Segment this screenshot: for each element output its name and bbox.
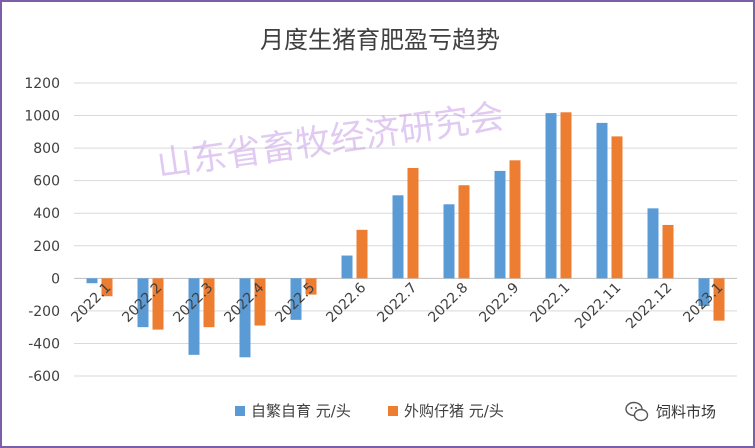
legend: 自繁自育 元/头 外购仔猪 元/头 <box>235 402 504 420</box>
bar-series-1-2022.1 <box>545 113 557 279</box>
x-tick-label: 2022.8 <box>425 280 471 326</box>
x-tick-label: 2022.1 <box>527 280 573 326</box>
y-tick-labels: -600 -400 -200 0 200 400 600 800 1000 1200 <box>24 76 60 385</box>
watermark: 山东省畜牧经济研究会 <box>154 97 506 185</box>
bar-series-2-2022.12 <box>662 224 674 279</box>
gridlines <box>74 82 737 377</box>
bar-series-2-2022.9 <box>509 160 521 279</box>
x-tick-label: 2022.11 <box>572 280 624 332</box>
y-tick-label: 1000 <box>24 109 60 125</box>
bar-series-1-2022.2 <box>137 278 149 328</box>
legend-label-series-2: 外购仔猪 元/头 <box>404 402 504 420</box>
bar-series-1-2022.1 <box>86 278 98 284</box>
x-tick-label: 2022.7 <box>374 280 420 326</box>
bar-series-2-2022.6 <box>356 229 368 279</box>
bars <box>86 112 725 358</box>
x-tick-label: 2022.9 <box>476 280 522 326</box>
bar-series-2-2022.8 <box>458 185 470 279</box>
y-tick-label: 600 <box>33 174 60 190</box>
bar-series-1-2023.1 <box>698 278 710 307</box>
bar-series-1-2022.4 <box>239 278 251 358</box>
x-tick-label: 2022.6 <box>323 280 369 326</box>
bar-series-1-2022.6 <box>341 255 353 279</box>
chart-title: 月度生猪育肥盈亏趋势 <box>260 26 500 54</box>
bar-series-1-2022.8 <box>443 204 455 279</box>
bar-series-2-2022.1 <box>101 278 113 297</box>
bar-series-2-2022.1 <box>560 112 572 279</box>
bar-series-1-2022.12 <box>647 208 659 279</box>
bar-series-2-2022.4 <box>254 278 266 326</box>
x-tick-label: 2022.1 <box>68 280 114 326</box>
bar-series-2-2022.5 <box>305 278 317 295</box>
bar-series-2-2023.1 <box>713 278 725 321</box>
bar-series-1-2022.3 <box>188 278 200 355</box>
x-tick-labels: 2022.1 2022.2 2022.3 2022.4 2022.5 2022.6 2022… <box>68 280 726 332</box>
brand-label: 饲料市场 <box>656 403 716 421</box>
legend-swatch-series-2 <box>388 406 398 416</box>
bar-series-2-2022.2 <box>152 278 164 330</box>
y-tick-label: 400 <box>33 206 60 222</box>
bar-series-1-2022.11 <box>596 122 608 279</box>
y-tick-label: -200 <box>28 304 60 320</box>
bar-series-1-2022.9 <box>494 170 506 279</box>
bar-series-2-2022.11 <box>611 136 623 279</box>
y-tick-label: 1200 <box>24 76 60 92</box>
y-tick-label: 0 <box>51 271 60 287</box>
bar-series-2-2022.3 <box>203 278 215 328</box>
x-tick-label: 2022.12 <box>623 280 675 332</box>
y-tick-label: -400 <box>28 336 60 352</box>
bar-series-1-2022.7 <box>392 195 404 279</box>
wechat-icon <box>625 401 649 422</box>
legend-swatch-series-1 <box>235 406 245 416</box>
y-tick-label: -600 <box>28 369 60 385</box>
brand-badge: 饲料市场 <box>625 401 716 422</box>
y-tick-label: 800 <box>33 141 60 157</box>
bar-series-1-2022.5 <box>290 278 302 320</box>
bar-series-2-2022.7 <box>407 167 419 279</box>
legend-label-series-1: 自繁自育 元/头 <box>251 402 351 420</box>
y-tick-label: 200 <box>33 239 60 255</box>
